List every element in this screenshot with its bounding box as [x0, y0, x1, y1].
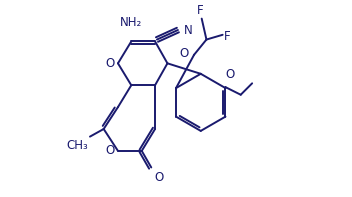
Text: O: O [225, 68, 234, 81]
Text: F: F [197, 4, 204, 17]
Text: CH₃: CH₃ [66, 138, 88, 151]
Text: NH₂: NH₂ [120, 16, 143, 29]
Text: O: O [179, 47, 188, 60]
Text: O: O [154, 171, 163, 184]
Text: O: O [106, 57, 115, 70]
Text: N: N [184, 23, 192, 36]
Text: O: O [106, 144, 115, 157]
Text: F: F [224, 30, 231, 43]
